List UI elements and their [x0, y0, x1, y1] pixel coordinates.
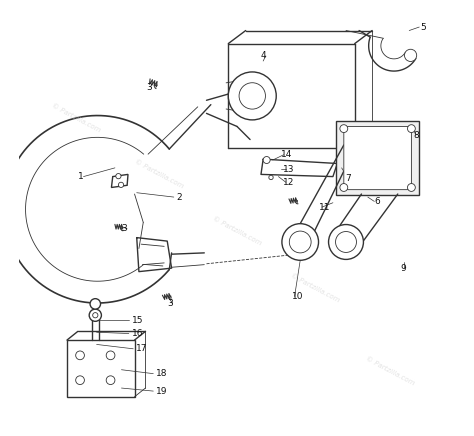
Circle shape	[106, 351, 115, 360]
Circle shape	[239, 83, 265, 109]
Text: 12: 12	[283, 178, 294, 187]
Circle shape	[289, 231, 311, 253]
Circle shape	[118, 182, 124, 187]
Circle shape	[340, 125, 348, 133]
Circle shape	[228, 72, 276, 120]
Text: 3: 3	[121, 225, 127, 233]
Text: 1: 1	[78, 172, 83, 181]
Text: 3: 3	[146, 83, 152, 92]
Text: 6: 6	[374, 197, 380, 206]
Text: 5: 5	[420, 23, 426, 31]
Circle shape	[408, 184, 415, 191]
Polygon shape	[111, 174, 128, 187]
Circle shape	[89, 309, 101, 321]
Text: 19: 19	[156, 387, 168, 395]
Circle shape	[106, 376, 115, 385]
Text: 4: 4	[260, 51, 266, 60]
Text: 8: 8	[413, 131, 419, 140]
Text: 7: 7	[345, 174, 351, 183]
Circle shape	[340, 184, 348, 191]
Circle shape	[408, 125, 415, 133]
Text: 9: 9	[401, 264, 406, 272]
FancyBboxPatch shape	[344, 126, 411, 190]
Circle shape	[269, 175, 273, 180]
FancyBboxPatch shape	[67, 340, 135, 397]
Text: © Partzilla.com: © Partzilla.com	[290, 272, 341, 303]
Circle shape	[282, 224, 319, 260]
Text: 15: 15	[131, 316, 143, 325]
Circle shape	[328, 225, 364, 259]
Circle shape	[90, 299, 100, 309]
Text: © Partzilla.com: © Partzilla.com	[364, 355, 415, 386]
Text: 3: 3	[167, 299, 173, 307]
Circle shape	[263, 157, 270, 164]
Text: 18: 18	[156, 369, 168, 378]
Text: 10: 10	[292, 292, 303, 301]
FancyBboxPatch shape	[337, 121, 419, 195]
Circle shape	[76, 351, 84, 360]
Text: © Partzilla.com: © Partzilla.com	[50, 102, 101, 133]
Text: 11: 11	[319, 203, 330, 211]
Circle shape	[93, 313, 98, 318]
Circle shape	[76, 376, 84, 385]
Circle shape	[116, 174, 121, 179]
Circle shape	[404, 49, 417, 61]
Circle shape	[336, 232, 356, 252]
Text: © Partzilla.com: © Partzilla.com	[211, 216, 263, 246]
Text: 14: 14	[281, 150, 292, 159]
Text: 17: 17	[136, 344, 147, 353]
Text: 16: 16	[131, 329, 143, 338]
Text: © Partzilla.com: © Partzilla.com	[133, 159, 184, 190]
Text: 13: 13	[283, 165, 294, 174]
Text: 2: 2	[176, 193, 182, 201]
